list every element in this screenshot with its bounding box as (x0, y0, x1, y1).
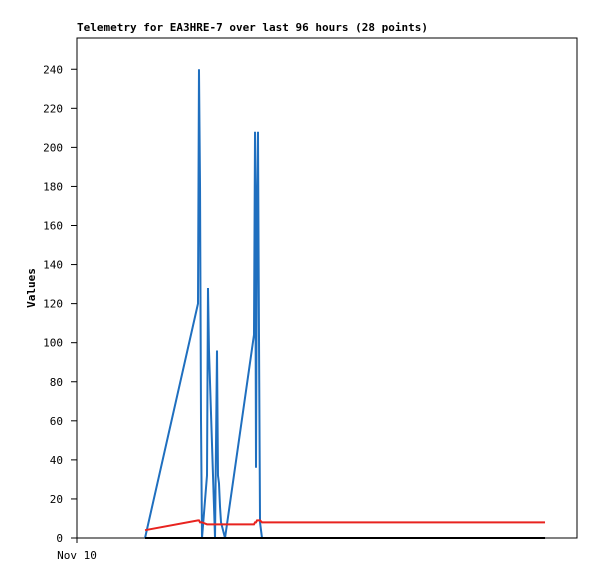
y-tick-label: 120 (43, 298, 63, 311)
y-tick-label: 80 (50, 376, 63, 389)
series-line (144, 519, 546, 532)
y-tick-label: 220 (43, 102, 63, 115)
y-tick-label: 60 (50, 415, 63, 428)
y-tick-label: 240 (43, 63, 63, 76)
chart-title: Telemetry for EA3HRE-7 over last 96 hour… (77, 21, 428, 34)
series-line (144, 69, 546, 539)
y-tick-label: 20 (50, 493, 63, 506)
y-tick-label: 140 (43, 259, 63, 272)
y-tick-label: 100 (43, 337, 63, 350)
y-tick-label: 160 (43, 220, 63, 233)
y-tick-label: 180 (43, 180, 63, 193)
x-tick-label: Nov 10 (57, 549, 97, 562)
y-tick-label: 0 (56, 532, 63, 545)
plot-frame (76, 37, 578, 539)
y-tick-label: 200 (43, 141, 63, 154)
y-tick-label: 40 (50, 454, 63, 467)
y-axis-label: Values (25, 268, 38, 308)
